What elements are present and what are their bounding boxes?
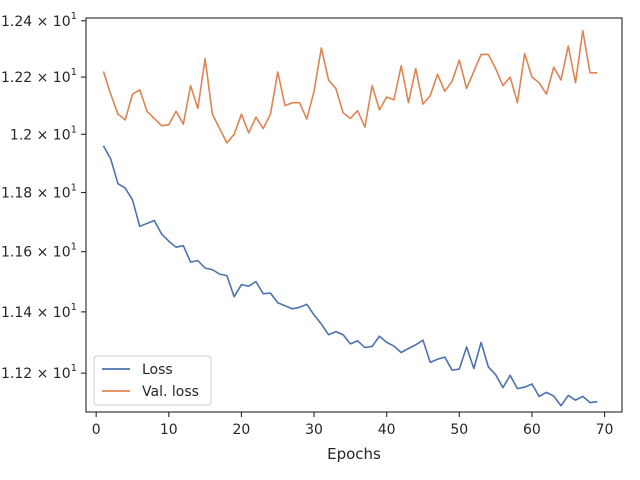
y-tick-label: 1.24 × 101 — [1, 11, 77, 30]
x-tick-label: 0 — [92, 422, 101, 438]
x-axis-label: Epochs — [327, 445, 381, 463]
series-line-val-loss — [102, 29, 598, 144]
y-tick-label: 1.2 × 101 — [10, 124, 77, 143]
y-tick-label: 1.14 × 101 — [1, 302, 77, 321]
legend-label-val-loss: Val. loss — [142, 384, 199, 400]
x-tick-label: 50 — [450, 422, 468, 438]
x-tick-label: 70 — [596, 422, 614, 438]
x-tick-marks — [95, 412, 606, 417]
y-tick-marks — [81, 20, 86, 374]
x-tick-label: 40 — [378, 422, 396, 438]
legend-label-loss: Loss — [142, 362, 173, 378]
y-tick-label: 1.18 × 101 — [1, 182, 77, 201]
x-tick-label: 30 — [305, 422, 323, 438]
x-tick-label: 20 — [233, 422, 251, 438]
x-tick-labels: 0 10 20 30 40 50 60 70 — [92, 422, 614, 438]
legend: Loss Val. loss — [93, 355, 212, 406]
y-tick-label: 1.12 × 101 — [1, 363, 77, 382]
plot-lines — [102, 29, 598, 407]
y-tick-label: 1.16 × 101 — [1, 242, 77, 261]
plot-frame — [85, 17, 623, 413]
y-tick-labels: 1.12 × 101 1.14 × 101 1.16 × 101 1.18 × 101… — [1, 11, 77, 382]
x-tick-label: 10 — [160, 422, 178, 438]
series-line-loss — [102, 145, 598, 407]
x-tick-label: 60 — [523, 422, 541, 438]
y-tick-label: 1.22 × 101 — [1, 67, 77, 86]
